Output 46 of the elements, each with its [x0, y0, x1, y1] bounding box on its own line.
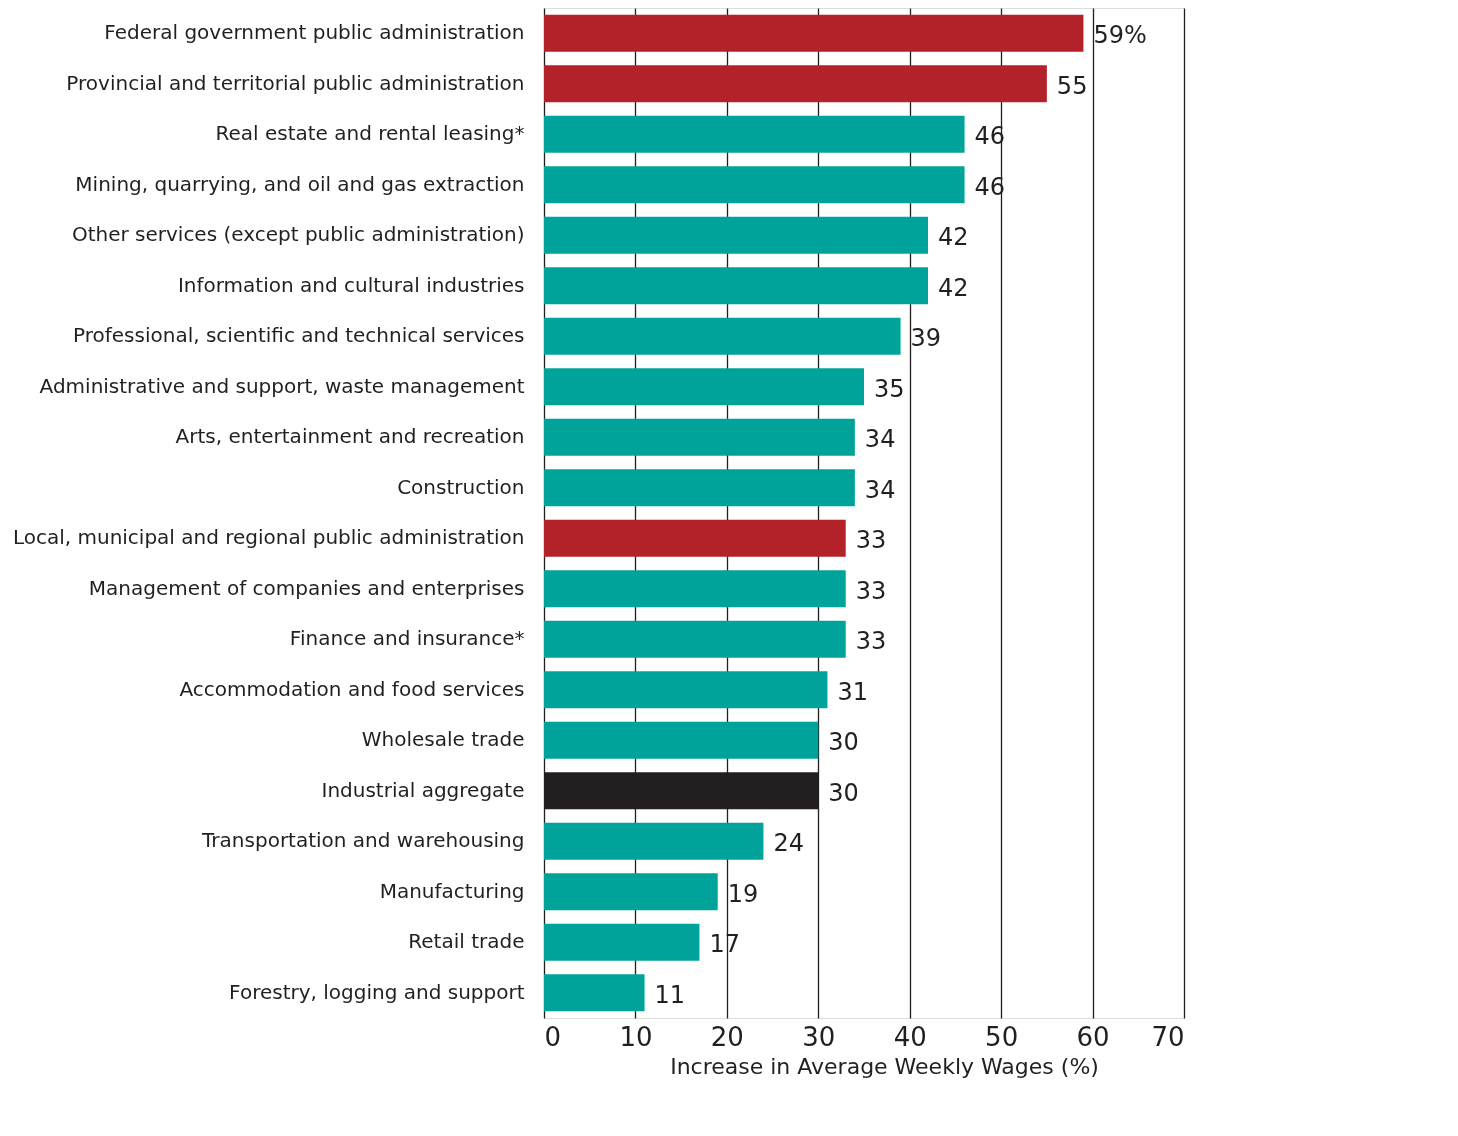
- data-label: 19: [727, 879, 759, 908]
- y-tick-label: Construction: [397, 474, 525, 499]
- y-tick-label: Local, municipal and regional public administration: [12, 525, 525, 550]
- x-tick-label: 20: [710, 1021, 744, 1052]
- x-tick-label: 40: [893, 1021, 927, 1052]
- y-tick-label: Forestry, logging and support: [229, 979, 525, 1004]
- data-label: 24: [773, 829, 804, 858]
- y-tick-label: Other services (except public administration): [71, 222, 525, 247]
- data-label: 39: [910, 324, 942, 353]
- x-tick-label: 10: [619, 1021, 653, 1052]
- data-label: 31: [837, 677, 868, 706]
- data-label: 42: [938, 223, 969, 252]
- y-tick-label: Manufacturing: [379, 878, 525, 903]
- x-axis-title: Increase in Average Weekly Wages (%): [670, 1053, 1099, 1079]
- x-tick-label: 0: [544, 1021, 562, 1052]
- y-tick-label: Transportation and warehousing: [201, 828, 525, 853]
- data-label: 34: [864, 425, 896, 454]
- y-tick-label: Information and cultural industries: [177, 272, 525, 297]
- y-tick-label: Accommodation and food services: [179, 676, 525, 701]
- y-tick-label: Mining, quarrying, and oil and gas extraction: [75, 171, 525, 196]
- y-tick-label: Finance and insurance*: [289, 626, 525, 651]
- x-tick-label: 60: [1076, 1021, 1110, 1052]
- y-tick-label: Arts, entertainment and recreation: [175, 424, 525, 449]
- data-label: 35: [874, 374, 905, 403]
- y-tick-label: Federal government public administration: [104, 20, 525, 45]
- x-tick-label: 50: [985, 1021, 1019, 1052]
- y-tick-label: Management of companies and enterprises: [88, 575, 525, 600]
- x-tick-label: 70: [1151, 1021, 1185, 1052]
- y-tick-label: Provincial and territorial public administration: [66, 70, 525, 95]
- data-label: 30: [828, 728, 859, 757]
- y-tick-label: Wholesale trade: [361, 727, 525, 752]
- y-tick-label: Real estate and rental leasing*: [215, 121, 525, 146]
- x-tick-label: 30: [802, 1021, 836, 1052]
- data-label: 33: [855, 576, 887, 605]
- y-tick-label: Professional, scientific and technical services: [73, 323, 525, 348]
- data-label: 34: [864, 475, 896, 504]
- data-label: 11: [654, 980, 686, 1009]
- data-label: 33: [855, 526, 887, 555]
- y-tick-label: Retail trade: [408, 929, 525, 954]
- y-tick-label: Industrial aggregate: [321, 777, 525, 802]
- data-label: 42: [938, 273, 969, 302]
- data-label: 33: [855, 627, 887, 656]
- data-label: 30: [828, 778, 859, 807]
- data-label: 55: [1056, 71, 1088, 100]
- data-label: 59%: [1093, 21, 1147, 50]
- y-tick-label: Administrative and support, waste management: [39, 373, 525, 398]
